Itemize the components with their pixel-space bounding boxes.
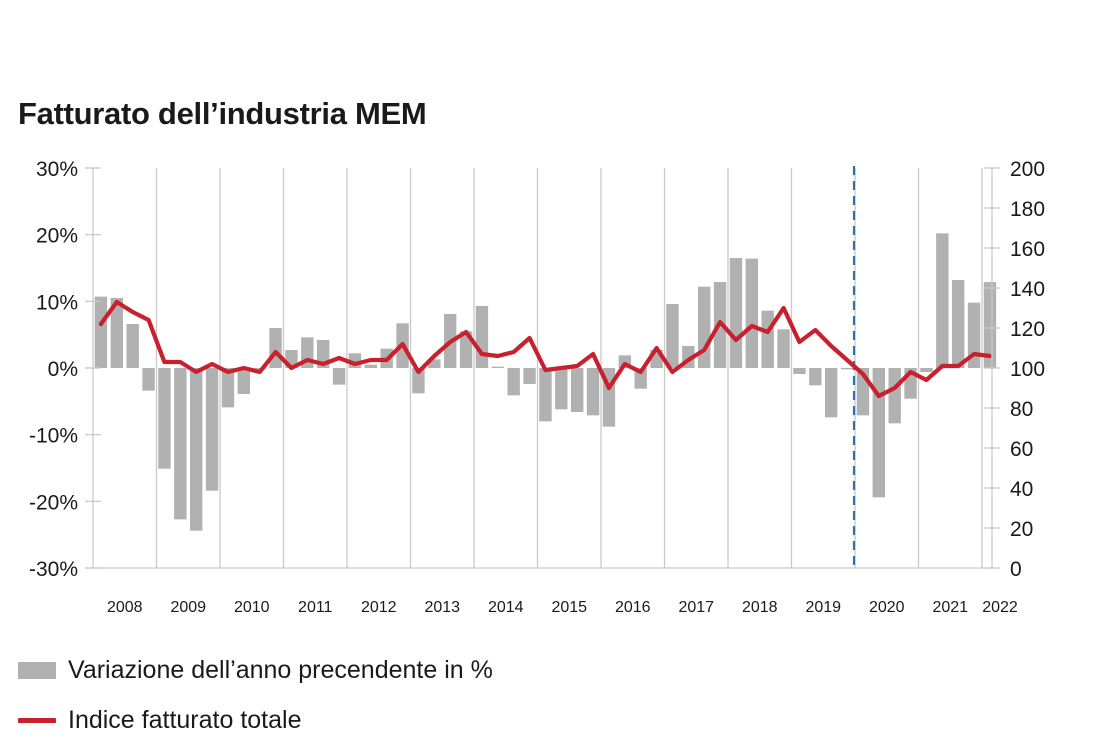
- bar: [126, 324, 139, 368]
- chart-title: Fatturato dell’industria MEM: [18, 96, 427, 131]
- bar: [777, 329, 790, 368]
- left-tick-label: 30%: [36, 158, 78, 181]
- bar: [94, 296, 108, 368]
- left-tick-label: -10%: [29, 425, 78, 448]
- x-tick-label: 2012: [361, 599, 397, 616]
- bar: [412, 368, 425, 394]
- legend-label-line: Indice fatturato totale: [68, 706, 302, 734]
- bar: [364, 364, 378, 368]
- legend-swatch-bars: [18, 662, 56, 679]
- bar: [920, 368, 933, 372]
- bar: [967, 302, 981, 368]
- legend-label-bars: Variazione dell’anno precendente in %: [68, 656, 493, 684]
- right-tick-label: 140: [1010, 278, 1045, 301]
- x-tick-label: 2011: [298, 599, 333, 616]
- x-tick-label: 2010: [234, 599, 270, 616]
- bar: [745, 258, 759, 368]
- bar: [205, 368, 219, 491]
- bar: [221, 368, 235, 408]
- right-tick-label: 180: [1010, 198, 1045, 221]
- bar: [951, 280, 965, 368]
- x-tick-label: 2009: [170, 599, 206, 616]
- axes: 30%20%10%0%-10%-20%-30%20018016014012010…: [29, 158, 1045, 616]
- right-tick-label: 60: [1010, 438, 1033, 461]
- x-tick-label: 2013: [424, 599, 460, 616]
- bar: [459, 331, 473, 368]
- bar: [491, 366, 505, 368]
- x-tick-label: 2017: [678, 599, 714, 616]
- bar: [539, 368, 552, 422]
- right-tick-label: 200: [1010, 158, 1045, 181]
- right-tick-label: 0: [1010, 558, 1022, 581]
- left-tick-label: -30%: [29, 558, 78, 581]
- right-tick-label: 20: [1010, 518, 1033, 541]
- bar: [824, 368, 838, 418]
- bar: [142, 368, 155, 391]
- bar: [586, 368, 600, 416]
- bar: [634, 368, 647, 389]
- bar: [761, 310, 774, 368]
- grid-lines: [155, 168, 983, 568]
- legend-swatch-line: [18, 718, 56, 723]
- bar: [507, 368, 520, 396]
- legend-item-line: Indice fatturato totale: [18, 706, 301, 735]
- left-tick-label: 0%: [48, 358, 78, 381]
- bar: [110, 298, 124, 368]
- bar: [523, 368, 536, 384]
- x-tick-label: 2022: [982, 599, 1018, 616]
- x-tick-label: 2021: [932, 599, 968, 616]
- bar: [174, 368, 187, 520]
- bar: [793, 368, 806, 374]
- line-series: [98, 299, 993, 399]
- bar: [269, 328, 282, 368]
- x-tick-label: 2016: [615, 599, 651, 616]
- bar: [428, 359, 441, 368]
- bar: [237, 368, 251, 394]
- bar: [666, 304, 679, 368]
- x-tick-label: 2014: [488, 599, 524, 616]
- bar: [983, 282, 997, 368]
- bar: [555, 368, 568, 410]
- x-tick-label: 2015: [551, 599, 587, 616]
- right-tick-label: 120: [1010, 318, 1045, 341]
- bar: [697, 286, 711, 368]
- right-tick-label: 160: [1010, 238, 1045, 261]
- bar: [840, 368, 854, 370]
- bar: [888, 368, 901, 424]
- left-tick-label: 20%: [36, 225, 78, 248]
- legend-item-bars: Variazione dell’anno precendente in %: [18, 656, 493, 685]
- left-tick-label: -20%: [29, 491, 78, 514]
- bar: [872, 368, 886, 498]
- right-tick-label: 80: [1010, 398, 1033, 421]
- bar: [189, 368, 203, 531]
- index-line: [98, 299, 993, 399]
- right-tick-label: 100: [1010, 358, 1045, 381]
- x-tick-label: 2008: [107, 599, 143, 616]
- bar-series: [94, 233, 997, 531]
- bar: [332, 368, 346, 385]
- bar: [570, 368, 584, 412]
- bar: [809, 368, 822, 386]
- left-tick-label: 10%: [36, 291, 78, 314]
- bar: [729, 258, 743, 368]
- bar: [158, 368, 171, 469]
- right-tick-label: 40: [1010, 478, 1033, 501]
- bar: [475, 306, 489, 368]
- x-tick-label: 2019: [805, 599, 841, 616]
- x-tick-label: 2020: [869, 599, 905, 616]
- bar: [936, 233, 949, 368]
- x-tick-label: 2018: [742, 599, 778, 616]
